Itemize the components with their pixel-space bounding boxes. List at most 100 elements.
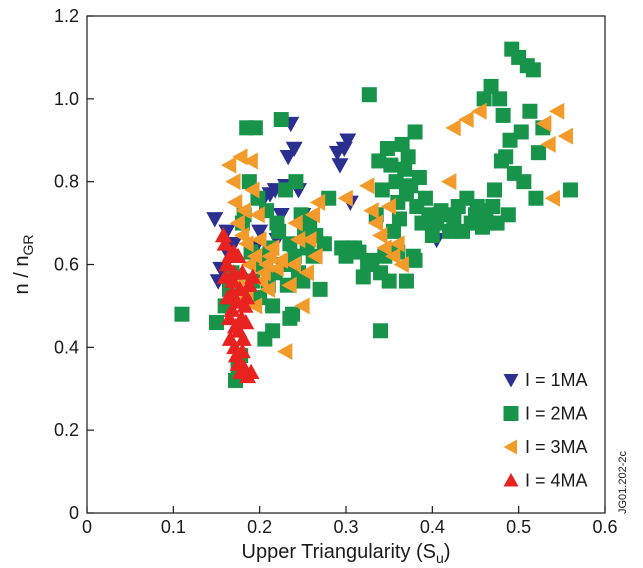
triangle-left-point	[238, 235, 254, 253]
triangle-left-point	[309, 193, 326, 211]
triangle-left-point	[290, 231, 306, 249]
triangle-up-point	[244, 268, 262, 284]
square-point	[498, 149, 514, 165]
triangle-left-point	[220, 156, 237, 174]
triangle-up-point	[218, 256, 236, 272]
square-point	[273, 112, 289, 128]
triangle-left-point	[393, 256, 409, 273]
triangle-left-point	[301, 231, 317, 249]
x-axis-title: Upper Triangularity (Su)	[242, 541, 451, 566]
triangle-left-point	[536, 115, 552, 133]
figure-code-label: JG01.202-2c	[617, 451, 629, 514]
square-point	[525, 62, 541, 78]
square-point	[385, 223, 401, 239]
square-point	[516, 174, 532, 190]
triangle-left-point	[264, 239, 280, 257]
square-point	[265, 298, 281, 314]
triangle-left-point	[229, 214, 245, 232]
triangle-left-point	[298, 264, 314, 282]
square-point	[174, 306, 190, 322]
triangle-down-point	[331, 158, 349, 174]
triangle-up-point	[225, 264, 243, 280]
triangle-down-point	[206, 212, 224, 228]
triangle-left-point	[287, 214, 303, 232]
legend-item: I = 4MA	[503, 471, 588, 491]
triangle-left-point	[225, 173, 241, 191]
triangle-down-point	[251, 224, 269, 240]
square-point	[531, 145, 547, 161]
x-tick-label: 0.3	[333, 517, 358, 537]
triangle-left-point	[259, 280, 276, 298]
square-point	[495, 107, 511, 123]
triangle-left-legend-icon	[503, 439, 517, 455]
legend-label: I = 4MA	[525, 471, 588, 491]
data-points-layer	[174, 41, 578, 388]
triangle-up-point	[220, 247, 238, 264]
square-point	[476, 91, 492, 107]
square-point	[247, 120, 263, 136]
square-point	[397, 161, 413, 177]
square-point	[265, 323, 281, 339]
triangle-left-point	[304, 206, 320, 224]
square-point	[361, 87, 377, 103]
x-tick-label: 0	[82, 517, 92, 537]
triangle-down-point	[279, 150, 297, 166]
square-point	[364, 252, 380, 268]
triangle-left-point	[380, 198, 396, 216]
y-tick-label: 0	[69, 503, 79, 523]
y-tick-label: 0.6	[54, 255, 79, 275]
square-point	[383, 157, 399, 173]
triangle-up-legend-icon	[503, 473, 519, 487]
square-point	[446, 211, 462, 227]
triangle-up-point	[216, 268, 234, 284]
triangle-down-point	[218, 224, 236, 240]
triangle-left-point	[359, 177, 375, 195]
x-tick-label: 0.4	[420, 517, 445, 537]
triangle-left-point	[372, 227, 388, 245]
triangle-left-point	[285, 256, 301, 273]
square-point	[373, 323, 389, 339]
triangle-left-point	[233, 227, 250, 245]
triangle-left-point	[337, 189, 353, 207]
square-point	[400, 149, 416, 165]
triangle-left-point	[242, 152, 258, 170]
x-tick-label: 0.2	[247, 517, 272, 537]
triangle-left-point	[294, 297, 310, 315]
square-point	[504, 41, 520, 57]
triangle-left-point	[441, 173, 457, 191]
square-point	[288, 174, 304, 190]
y-tick-label: 0.4	[54, 337, 79, 357]
triangle-left-point	[281, 276, 297, 294]
legend-item: I = 1MA	[503, 370, 588, 390]
triangle-left-point	[240, 256, 257, 273]
triangle-left-point	[249, 206, 265, 224]
square-point	[373, 265, 389, 281]
triangle-up-point	[220, 309, 238, 326]
triangle-up-point	[214, 227, 232, 243]
triangle-left-point	[540, 135, 556, 153]
y-tick-label: 0.8	[54, 172, 79, 192]
triangle-left-point	[471, 102, 487, 120]
square-point	[392, 211, 408, 227]
series-4	[214, 227, 262, 384]
triangle-up-point	[224, 272, 242, 288]
triangle-left-point	[244, 181, 260, 199]
triangle-down-point	[339, 133, 357, 149]
square-point	[371, 153, 387, 169]
square-point	[282, 310, 298, 326]
legend-item: I = 3MA	[503, 437, 588, 457]
triangle-up-point	[237, 313, 255, 330]
triangle-left-point	[544, 189, 560, 207]
triangle-left-point	[268, 260, 284, 278]
triangle-left-point	[363, 202, 379, 220]
legend-label: I = 2MA	[525, 404, 588, 424]
square-point	[312, 281, 328, 297]
triangle-up-point	[223, 301, 241, 317]
triangle-left-point	[235, 202, 251, 220]
square-legend-icon	[503, 406, 519, 421]
square-point	[411, 170, 427, 186]
y-tick-label: 1.0	[54, 89, 79, 109]
square-point	[562, 182, 578, 198]
triangle-left-point	[384, 247, 401, 265]
